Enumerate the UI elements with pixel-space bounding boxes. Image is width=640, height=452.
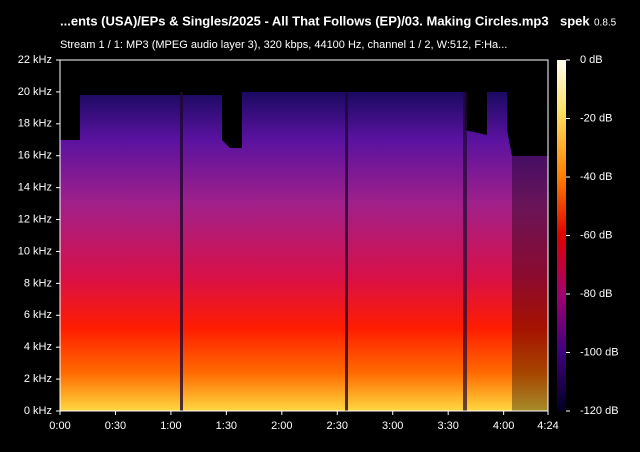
app-name: spek (560, 13, 590, 28)
frequency-label: 0 kHz (24, 405, 52, 417)
level-label: 0 dB (580, 54, 603, 66)
level-colorbar (557, 60, 566, 411)
frequency-label: 16 kHz (18, 150, 52, 162)
level-label: -100 dB (580, 346, 619, 358)
frequency-label: 22 kHz (18, 54, 52, 66)
time-label: 1:30 (216, 420, 237, 432)
spectrogram (60, 92, 548, 411)
frequency-label: 4 kHz (24, 341, 52, 353)
time-label: 1:00 (160, 420, 181, 432)
frequency-label: 20 kHz (18, 86, 52, 98)
plot-frame (59, 59, 549, 412)
time-label: 2:00 (271, 420, 292, 432)
time-label: 2:30 (327, 420, 348, 432)
frequency-label: 18 kHz (18, 118, 52, 130)
level-label: -20 dB (580, 112, 612, 124)
level-label: -120 dB (580, 405, 619, 417)
frequency-label: 2 kHz (24, 373, 52, 385)
app-version: 0.8.5 (594, 18, 617, 29)
silence-gap (463, 92, 467, 411)
time-label: 4:24 (537, 420, 558, 432)
time-label: 3:00 (382, 420, 403, 432)
axes: 0 kHz 2 kHz 4 kHz 6 kHz 8 kHz 10 kHz 12 kHz 14 … (18, 54, 619, 432)
frequency-label: 8 kHz (24, 277, 52, 289)
spectrogram-fade (512, 156, 548, 411)
silence-gap (180, 92, 183, 411)
time-label: 3:30 (437, 420, 458, 432)
frequency-label: 6 kHz (24, 309, 52, 321)
file-title: ...ents (USA)/EPs & Singles/2025 - All T… (60, 13, 549, 28)
level-label: -80 dB (580, 288, 612, 300)
frequency-label: 14 kHz (18, 182, 52, 194)
silence-gap (345, 92, 348, 411)
time-label: 4:00 (493, 420, 514, 432)
level-label: -60 dB (580, 229, 612, 241)
frequency-label: 12 kHz (18, 213, 52, 225)
stream-info: Stream 1 / 1: MP3 (MPEG audio layer 3), … (60, 39, 507, 51)
time-label: 0:30 (105, 420, 126, 432)
frequency-label: 10 kHz (18, 245, 52, 257)
time-label: 0:00 (49, 420, 70, 432)
level-label: -40 dB (580, 171, 612, 183)
